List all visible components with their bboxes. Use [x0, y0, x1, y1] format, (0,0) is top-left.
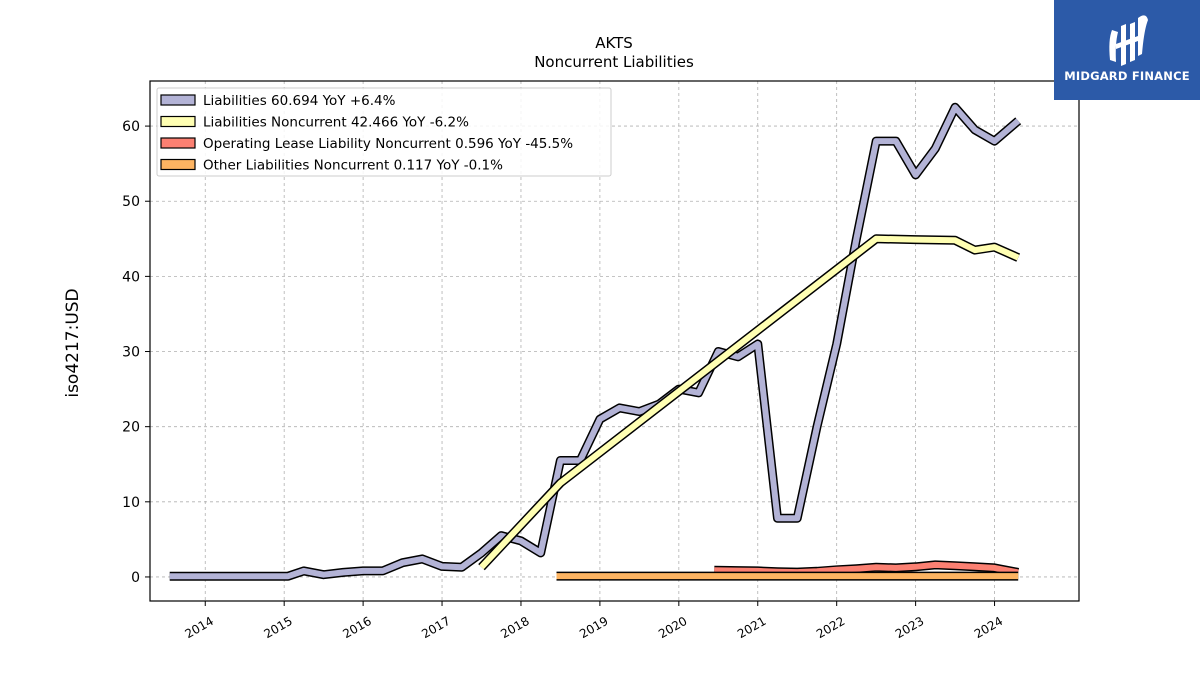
x-tick-label: 2021 [735, 614, 768, 641]
chart-title: AKTS [595, 34, 633, 52]
y-tick-label: 30 [122, 345, 140, 361]
series-outline [478, 234, 1021, 571]
y-tick-label: 20 [122, 420, 140, 436]
legend-label: Liabilities Noncurrent 42.466 YoY -6.2% [203, 115, 469, 131]
x-tick-label: 2022 [814, 614, 847, 641]
x-tick-label: 2014 [183, 614, 216, 641]
x-tick-label: 2023 [893, 614, 926, 641]
legend-label: Liabilities 60.694 YoY +6.4% [203, 93, 396, 109]
x-tick-label: 2016 [340, 614, 373, 641]
legend-box [156, 87, 612, 177]
y-tick-label: 60 [122, 119, 140, 135]
x-tick-label: 2015 [261, 614, 294, 641]
y-tick-label: 0 [131, 570, 140, 586]
x-tick-label: 2018 [498, 614, 531, 641]
x-tick-label: 2019 [577, 614, 610, 641]
axis-ticks: 2014 2015 2016 2017 2018 2019 2020 2021 2022 2023… [122, 119, 1005, 641]
plot-frame [149, 80, 1080, 602]
y-tick-label: 40 [122, 269, 140, 285]
x-tick-label: 2020 [656, 614, 689, 641]
legend-label: Other Liabilities Noncurrent 0.117 YoY -… [203, 158, 503, 174]
series-line [169, 104, 1021, 580]
legend-swatch [160, 137, 196, 149]
chart-subtitle: Noncurrent Liabilities [534, 53, 694, 71]
midgard-finance-logo: MIDGARD FINANCE [1054, 0, 1200, 100]
legend: Liabilities 60.694 YoY +6.4% Liabilities … [156, 87, 612, 177]
series-0 [169, 102, 1022, 581]
series-line [479, 235, 1020, 570]
legend-swatch [160, 94, 196, 106]
series-outline [169, 102, 1022, 581]
logo-text: MIDGARD FINANCE [1064, 69, 1190, 83]
legend-label: Operating Lease Liability Noncurrent 0.5… [203, 136, 573, 152]
series-2 [714, 560, 1020, 577]
y-tick-label: 50 [122, 194, 140, 210]
y-tick-label: 10 [122, 495, 140, 511]
series-1 [478, 234, 1021, 571]
series-line [714, 561, 1019, 576]
logo-mark-icon [1109, 15, 1148, 66]
series-layer [169, 102, 1022, 581]
y-axis-label: iso4217:USD [63, 288, 83, 397]
x-tick-label: 2017 [419, 614, 452, 641]
legend-swatch [160, 115, 196, 128]
legend-swatch [160, 158, 196, 171]
x-tick-label: 2024 [972, 614, 1005, 641]
